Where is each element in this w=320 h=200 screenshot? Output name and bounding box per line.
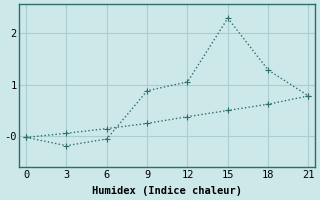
X-axis label: Humidex (Indice chaleur): Humidex (Indice chaleur) <box>92 186 242 196</box>
